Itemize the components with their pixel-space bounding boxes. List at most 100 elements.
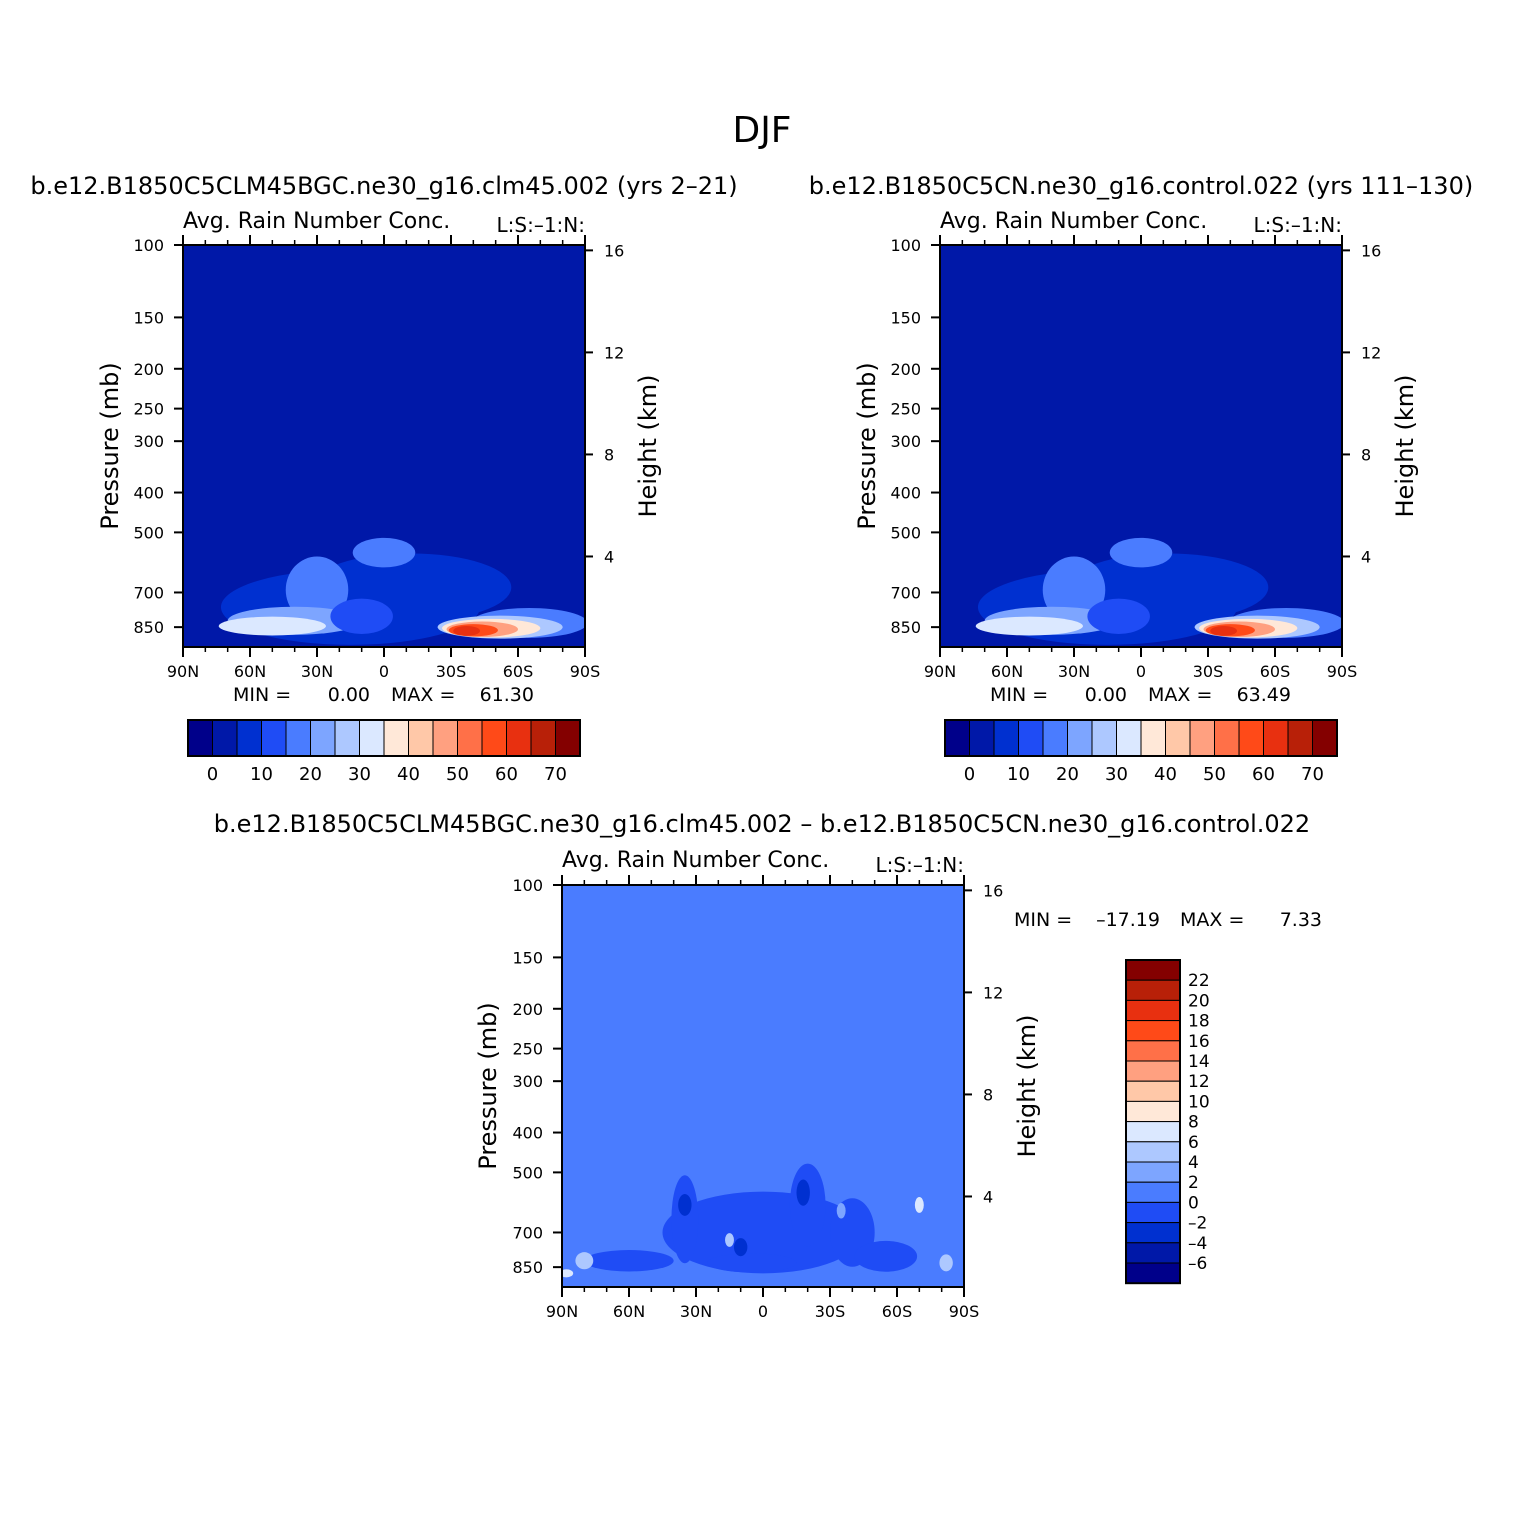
panel-2-contour-region-9 — [733, 1238, 748, 1257]
panel-1-max-label: MAX = — [1148, 684, 1212, 706]
panel-0-colorbar-label: 50 — [446, 764, 469, 785]
panel-0-x-tick-label: 90N — [167, 662, 199, 681]
panel-2-x-tick-label: 60S — [882, 1302, 913, 1321]
panel-0-y-tick-label: 100 — [133, 236, 164, 255]
panel-2-contour-region-8 — [796, 1179, 810, 1206]
panel-2-colorbar-label: 22 — [1188, 971, 1210, 991]
panel-0-colorbar-label: 40 — [397, 764, 420, 785]
panel-2-ylabel: Pressure (mb) — [474, 1002, 502, 1169]
panel-2-colorbar-frame — [1125, 959, 1181, 1285]
panel-2-y-tick-label: 150 — [512, 948, 543, 967]
panel-0-title: Avg. Rain Number Conc. — [183, 209, 450, 234]
panel-0-y-tick-label: 850 — [133, 618, 164, 637]
panel-0-colorbar-swatch — [481, 719, 507, 757]
panel-1-colorbar-swatch — [1116, 719, 1142, 757]
figure-title: DJF — [732, 110, 791, 151]
panel-2-colorbar-label: 16 — [1188, 1032, 1210, 1052]
panel-2-colorbar-label: 2 — [1188, 1173, 1199, 1193]
panel-0-min-value: 0.00 — [328, 684, 370, 706]
panel-0-contour-region-3 — [285, 556, 349, 624]
panel-2-colorbar-swatch — [1125, 1181, 1181, 1203]
panel-1-colorbar-swatch — [1287, 719, 1313, 757]
panel-0-contour-region-5 — [218, 616, 326, 636]
panel-2-axes: 90N 60N 30N 0 30S 60S 90S 100 150 200 250 300 400 500… — [512, 875, 1003, 1321]
panel-1-y2-tick-label: 16 — [1361, 241, 1381, 260]
panel-2-colorbar-swatch — [1125, 1141, 1181, 1163]
panel-1-run-title: b.e12.B1850C5CN.ne30_g16.control.022 (yr… — [809, 172, 1473, 200]
panel-1-colorbar-swatch — [969, 719, 995, 757]
panel-2-contour-region-4 — [584, 1250, 674, 1272]
panel-2-x-tick-label: 90S — [949, 1302, 980, 1321]
panel-1-y-tick-label: 850 — [890, 618, 921, 637]
panel-2-x-tick-label: 30N — [680, 1302, 712, 1321]
panel-2-y2-tick-label: 8 — [983, 1085, 993, 1104]
panel-1-x-tick-label: 30S — [1193, 662, 1224, 681]
panel-2-colorbar-swatch — [1125, 979, 1181, 1001]
panel-0-colorbar-swatch — [555, 719, 581, 757]
panel-1-y-tick-label: 250 — [890, 400, 921, 419]
panel-2-contour-region-7 — [678, 1194, 692, 1216]
panel-0-colorbar-swatch — [236, 719, 262, 757]
panel-0-colorbar-label: 70 — [544, 764, 567, 785]
panel-2-run-title: b.e12.B1850C5CLM45BGC.ne30_g16.clm45.002… — [214, 810, 1310, 838]
panel-0-colorbar-swatch — [432, 719, 458, 757]
panel-0-colorbar-swatch — [457, 719, 483, 757]
panel-0-contour-field — [183, 245, 585, 647]
panel-2-colorbar-label: 12 — [1188, 1072, 1210, 1092]
panel-1-colorbar-swatch — [993, 719, 1019, 757]
panel-1-right-label: L:S:–1:N: — [1254, 213, 1342, 237]
panel-2-colorbar-swatch — [1125, 1262, 1181, 1284]
panel-2-colorbar-swatch — [1125, 1040, 1181, 1062]
panel-0-colorbar-label: 0 — [207, 764, 218, 785]
panel-2-colorbar-swatch — [1125, 959, 1181, 981]
panel-1-x-tick-label: 90S — [1327, 662, 1358, 681]
panel-0-colorbar-swatch — [383, 719, 409, 757]
panel-1-colorbar-label: 30 — [1105, 764, 1128, 785]
panel-0-y2-tick-label: 8 — [604, 445, 614, 464]
panel-1-contour-region-5 — [975, 616, 1083, 636]
panel-2-colorbar-label: –4 — [1188, 1234, 1207, 1254]
panel-0-run-title: b.e12.B1850C5CLM45BGC.ne30_g16.clm45.002… — [30, 172, 737, 200]
panel-1-y2-tick-label: 12 — [1361, 343, 1381, 362]
panel-1-x-tick-label: 60N — [991, 662, 1023, 681]
panel-1-ylabel: Pressure (mb) — [853, 362, 881, 529]
panel-0-y-tick-label: 200 — [133, 360, 164, 379]
panel-2-contour-region-13 — [939, 1254, 953, 1272]
panel-1-colorbar-swatch — [1189, 719, 1215, 757]
panel-1-colorbar-label: 0 — [964, 764, 975, 785]
panel-2-colorbar-swatch — [1125, 1020, 1181, 1042]
panel-2-y-tick-label: 700 — [512, 1223, 543, 1242]
panel-1-contour-region-2 — [1109, 537, 1173, 568]
panel-2-contour-region-5 — [707, 1253, 797, 1273]
panel-0-y-tick-label: 300 — [133, 432, 164, 451]
panel-0-y-tick-label: 500 — [133, 523, 164, 542]
panel-0-colorbar-swatch — [359, 719, 385, 757]
panel-2-title: Avg. Rain Number Conc. — [562, 848, 829, 873]
panel-0-contour-region-2 — [352, 537, 416, 568]
panel-2-colorbar-swatch — [1125, 1242, 1181, 1264]
panel-2-y-tick-label: 100 — [512, 876, 543, 895]
panel-1-y-tick-label: 150 — [890, 308, 921, 327]
panel-0-colorbar-label: 10 — [250, 764, 273, 785]
panel-2-right-label: L:S:–1:N: — [876, 853, 964, 877]
panel-2-contour-region-14 — [725, 1233, 734, 1247]
panel-2-colorbar-swatch — [1125, 1100, 1181, 1123]
panel-2-colorbar-swatch — [1125, 1161, 1181, 1183]
panel-1-y-tick-label: 500 — [890, 523, 921, 542]
panel-0-y-tick-label: 700 — [133, 583, 164, 602]
panel-2-colorbar-label: 0 — [1188, 1193, 1199, 1213]
panel-2-colorbar-label: –6 — [1188, 1254, 1207, 1274]
panel-1-x-tick-label: 0 — [1136, 662, 1146, 681]
panel-1-y-tick-label: 200 — [890, 360, 921, 379]
panel-2-colorbar-swatch — [1125, 999, 1181, 1022]
panel-2-x-tick-label: 60N — [613, 1302, 645, 1321]
panel-1-colorbar-swatch — [1214, 719, 1240, 757]
panel-0-ylabel: Pressure (mb) — [96, 362, 124, 529]
panel-2-min-value: –17.19 — [1096, 909, 1160, 931]
panel-0-x-tick-label: 60S — [503, 662, 534, 681]
panel-0-contour-region-12 — [453, 626, 481, 636]
panel-2-y-tick-label: 850 — [512, 1258, 543, 1277]
panel-0-axes: 90N 60N 30N 0 30S 60S 90S 100 150 200 250 300 400 500… — [133, 235, 624, 681]
